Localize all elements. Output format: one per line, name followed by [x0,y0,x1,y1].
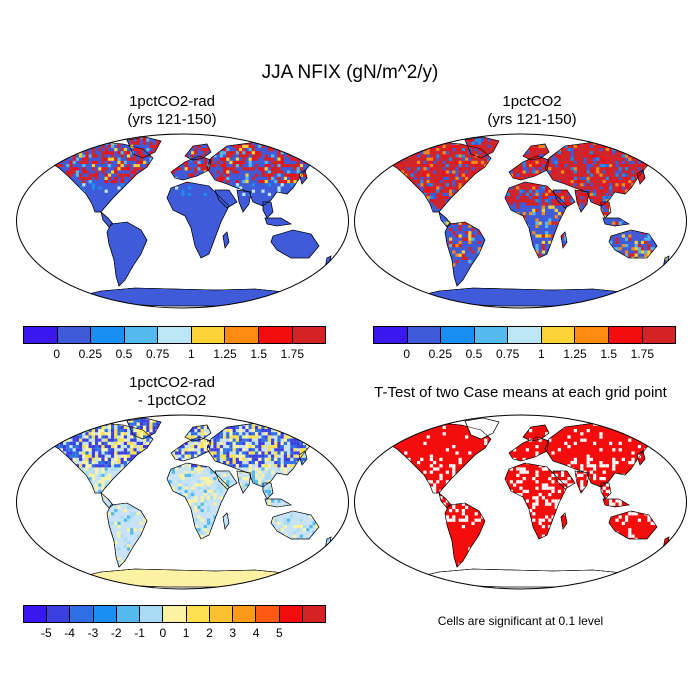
colorbar-swatch [642,327,676,343]
colorbar-tick-label: 4 [252,626,260,640]
colorbar-tick-label: -2 [110,626,122,640]
colorbar-tick-label: 1.75 [630,347,655,361]
figure-title: JJA NFIX (gN/m^2/y) [261,62,439,83]
colorbar-swatch [256,606,280,622]
colorbar-tick-label: 1.25 [563,347,587,361]
significance-note: Cells are significant at 0.1 level [437,614,604,628]
colorbar-tick-label: 1 [182,626,190,640]
colorbar-swatch [186,606,210,622]
colorbar-tick-label: 0.25 [428,347,453,361]
colorbar-swatch [474,327,509,343]
panel-1-title-line-1: 1pctCO2-rad [129,93,215,110]
colorbar-swatch [441,327,475,343]
colorbar-swatch [24,606,48,622]
colorbar-swatch [233,606,257,622]
colorbar-tick-label: 0 [53,347,60,361]
panel-1-title-line-2: (yrs 121-150) [127,111,217,128]
colorbar-swatch [124,327,159,343]
colorbar-swatch [292,327,326,343]
colorbar-tick-label: 0.5 [465,347,483,361]
colorbar-tick-label: 0.5 [115,347,133,361]
colorbar-swatch [47,606,71,622]
colorbar-tick-label: 1 [187,347,195,361]
abs-colorbar-right-ticks: 0 0.25 0.5 0.75 1 1.25 1.5 1.75 [373,347,676,363]
map-border [354,133,687,309]
panel-3-title: 1pctCO2-rad - 1pctCO2 [62,374,282,410]
map-border [16,133,349,309]
colorbar-swatch [57,327,92,343]
abs-colorbar-right [373,326,676,344]
panel-4-map [354,414,687,590]
panel-1-title: 1pctCO2-rad (yrs 121-150) [62,93,282,129]
colorbar-swatch [225,327,259,343]
colorbar-swatch [608,327,643,343]
colorbar-tick-label: 0.75 [145,347,170,361]
panel-3-title-line-2: - 1pctCO2 [137,392,207,409]
map-border [16,414,349,590]
colorbar-tick-label: 0 [403,347,410,361]
colorbar-swatch [541,327,576,343]
colorbar-swatch [575,327,609,343]
colorbar-swatch [158,327,192,343]
colorbar-swatch [116,606,141,622]
colorbar-tick-label: 1 [537,347,545,361]
diff-colorbar [23,605,326,623]
colorbar-tick-label: -1 [134,626,145,640]
panel-3-map [16,414,349,590]
colorbar-tick-label: 5 [276,626,283,640]
colorbar-swatch [91,327,125,343]
map-border [354,414,687,590]
abs-colorbar-left-ticks: 0 0.25 0.5 0.75 1 1.25 1.5 1.75 [23,347,326,363]
colorbar-swatch [191,327,226,343]
colorbar-swatch [374,327,408,343]
colorbar-swatch [508,327,542,343]
colorbar-swatch [24,327,58,343]
colorbar-tick-label: -3 [87,626,99,640]
colorbar-tick-label: 1.5 [250,347,267,361]
colorbar-swatch [407,327,442,343]
colorbar-tick-label: 3 [229,626,237,640]
colorbar-swatch [209,606,234,622]
panel-2-map [354,133,687,309]
colorbar-swatch [163,606,187,622]
abs-colorbar-left [23,326,326,344]
panel-3-title-line-1: 1pctCO2-rad [129,374,215,391]
colorbar-tick-label: 2 [206,626,213,640]
colorbar-tick-label: 1.25 [213,347,237,361]
colorbar-tick-label: 1.75 [280,347,305,361]
panel-4-title: T-Test of two Case means at each grid po… [353,384,688,402]
colorbar-tick-label: 0.25 [78,347,103,361]
colorbar-swatch [258,327,293,343]
colorbar-tick-label: 1.5 [600,347,617,361]
colorbar-tick-label: -5 [40,626,52,640]
colorbar-swatch [302,606,326,622]
panel-2-title-line-2: (yrs 121-150) [487,111,577,128]
diff-colorbar-ticks: -5 -4 -3 -2 -1 0 1 2 3 4 5 [23,626,326,642]
panel-2-title-line-1: 1pctCO2 [502,93,562,110]
colorbar-tick-label: 0.75 [495,347,520,361]
panel-2-title: 1pctCO2 (yrs 121-150) [422,93,642,129]
colorbar-swatch [70,606,94,622]
colorbar-swatch [93,606,117,622]
panel-1-map [16,133,349,309]
panel-4-title-line-1: T-Test of two Case means at each grid po… [374,384,667,401]
colorbar-tick-label: 0 [159,626,167,640]
colorbar-tick-label: -4 [64,626,75,640]
colorbar-swatch [140,606,164,622]
colorbar-swatch [279,606,303,622]
